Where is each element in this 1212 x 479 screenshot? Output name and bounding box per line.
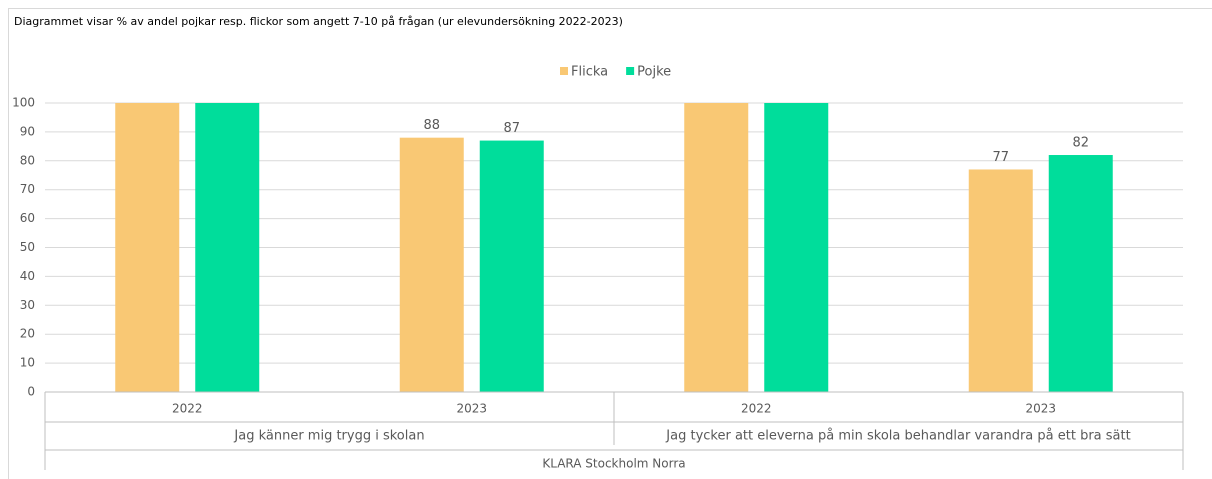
x-tick-label: 2023 [1025,402,1056,416]
x-tick-label: 2022 [172,402,203,416]
legend-swatch [626,67,635,75]
bar [479,140,544,392]
data-label: 77 [992,150,1009,165]
bar [968,169,1033,392]
bar [684,103,749,392]
bar [764,103,829,392]
x-tick-label: 2022 [741,402,772,416]
bar [195,103,260,392]
x-tick-label: 2023 [456,402,487,416]
y-tick-label: 80 [20,153,35,167]
y-tick-label: 70 [20,182,35,196]
bar [1048,155,1113,392]
y-tick-label: 0 [27,385,35,399]
data-label: 88 [423,118,440,133]
bar [399,137,464,392]
group-label: Jag känner mig trygg i skolan [233,429,424,444]
y-tick-label: 60 [20,211,35,225]
legend-swatch [560,67,568,75]
legend-label: Pojke [637,65,671,80]
chart-frame [8,8,1212,479]
y-tick-label: 50 [20,240,35,254]
data-label: 87 [503,121,520,136]
legend-label: Flicka [571,65,608,80]
y-tick-label: 30 [20,298,35,312]
y-tick-label: 100 [12,96,35,110]
group-label: Jag tycker att eleverna på min skola beh… [665,429,1130,444]
chart-title: Diagrammet visar % av andel pojkar resp.… [14,15,623,28]
y-tick-label: 10 [20,356,35,370]
super-category-label: KLARA Stockholm Norra [542,457,685,471]
data-label: 82 [1072,136,1089,151]
y-tick-label: 20 [20,327,35,341]
y-tick-label: 40 [20,269,35,283]
bar [115,103,180,392]
y-tick-label: 90 [20,124,35,138]
